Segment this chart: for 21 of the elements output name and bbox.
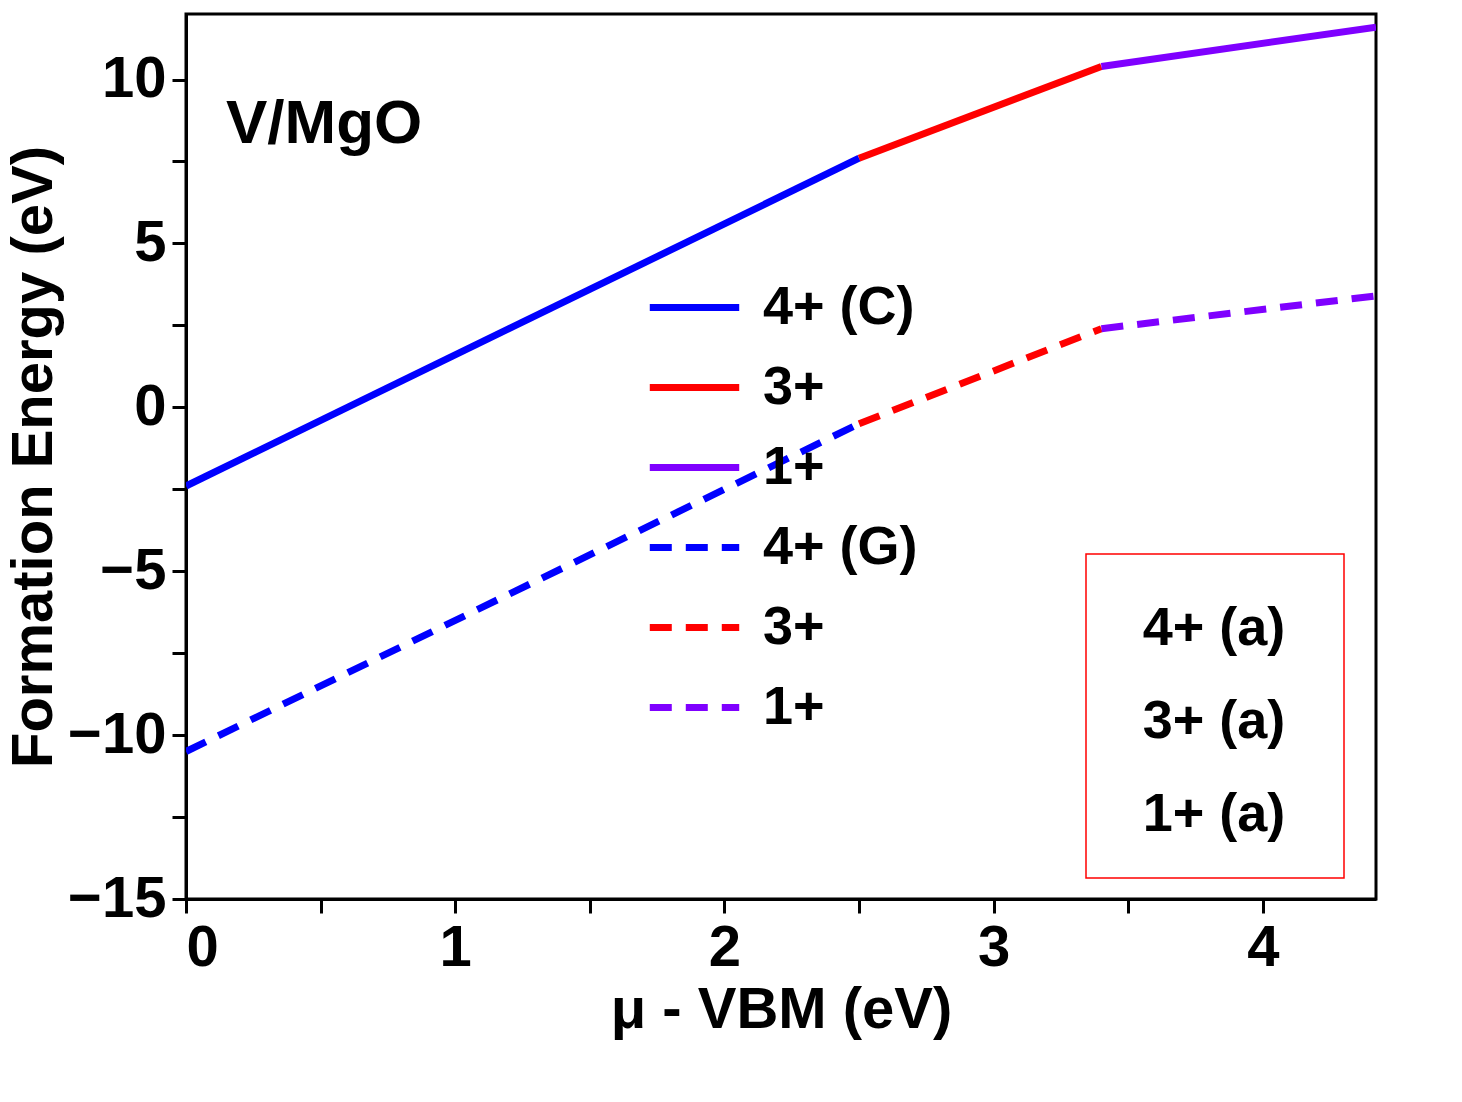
legend-label: 1+ [763,674,825,735]
y-axis-title: Formation Energy (eV) [0,146,65,768]
annotation: 1+ (a) [1142,782,1286,842]
y-tick-label: 5 [134,207,167,273]
legend-label: 3+ [763,594,825,655]
y-tick-label: −15 [68,863,167,929]
y-tick-label: −10 [68,699,167,765]
y-tick-label: 0 [134,371,167,437]
y-tick-label: 10 [101,44,167,110]
x-tick-label: 4 [1247,912,1280,978]
annotation: 4+ (a) [1142,596,1286,656]
y-tick-label: −5 [100,535,167,601]
x-tick-label: 0 [186,912,219,978]
x-tick-label: 1 [439,912,472,978]
legend-label: 4+ (C) [763,274,915,335]
legend-label: 4+ (G) [763,514,918,575]
annotation: V/MgO [226,87,423,156]
legend-label: 3+ [763,354,825,415]
annotation: 3+ (a) [1142,689,1286,749]
x-tick-label: 3 [978,912,1011,978]
legend-label: 1+ [763,434,825,495]
